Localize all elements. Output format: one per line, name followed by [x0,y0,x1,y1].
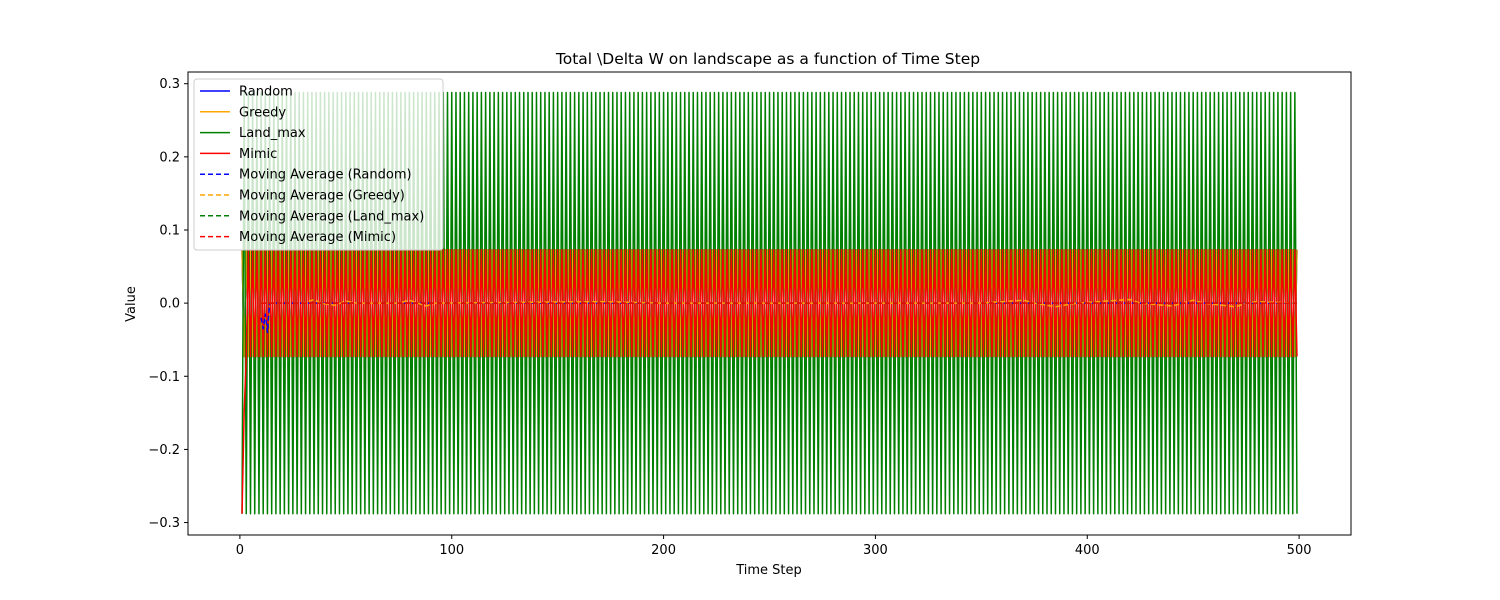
y-tick-label: −0.1 [148,370,180,385]
y-axis: −0.3 −0.2 −0.1 0.0 0.1 0.2 0.3 [148,77,188,531]
x-tick-label: 300 [863,543,888,558]
y-axis-label: Value [124,286,139,322]
legend-label: Moving Average (Mimic) [239,230,396,245]
x-axis-label: Time Step [735,563,802,578]
y-tick-label: 0.2 [159,150,180,165]
y-tick-label: −0.3 [148,516,180,531]
series-line-greedy [241,248,1298,358]
legend-label: Greedy [239,105,286,120]
chart-title: Total \Delta W on landscape as a functio… [555,50,980,68]
x-tick-label: 0 [236,543,244,558]
legend-label: Random [239,85,293,100]
x-tick-label: 100 [439,543,464,558]
x-tick-label: 200 [651,543,676,558]
x-axis: 0 100 200 300 400 500 [236,535,1312,558]
legend-label: Land_max [239,126,306,141]
y-tick-label: −0.2 [148,443,180,458]
legend-label: Moving Average (Random) [239,168,412,183]
x-tick-label: 500 [1287,543,1312,558]
y-tick-label: 0.0 [159,297,180,312]
legend-box [193,78,444,251]
y-tick-label: 0.1 [159,223,180,238]
legend-label: Moving Average (Land_max) [239,209,424,224]
series-line-mimic [241,248,1298,514]
y-tick-label: 0.3 [159,77,180,92]
legend-label: Mimic [239,147,277,162]
legend-label: Moving Average (Greedy) [239,189,405,204]
x-tick-label: 400 [1075,543,1100,558]
series-line-moving-average-greedy [261,298,1298,308]
legend: Random Greedy Land_max Mimic Moving Average … [193,78,444,251]
